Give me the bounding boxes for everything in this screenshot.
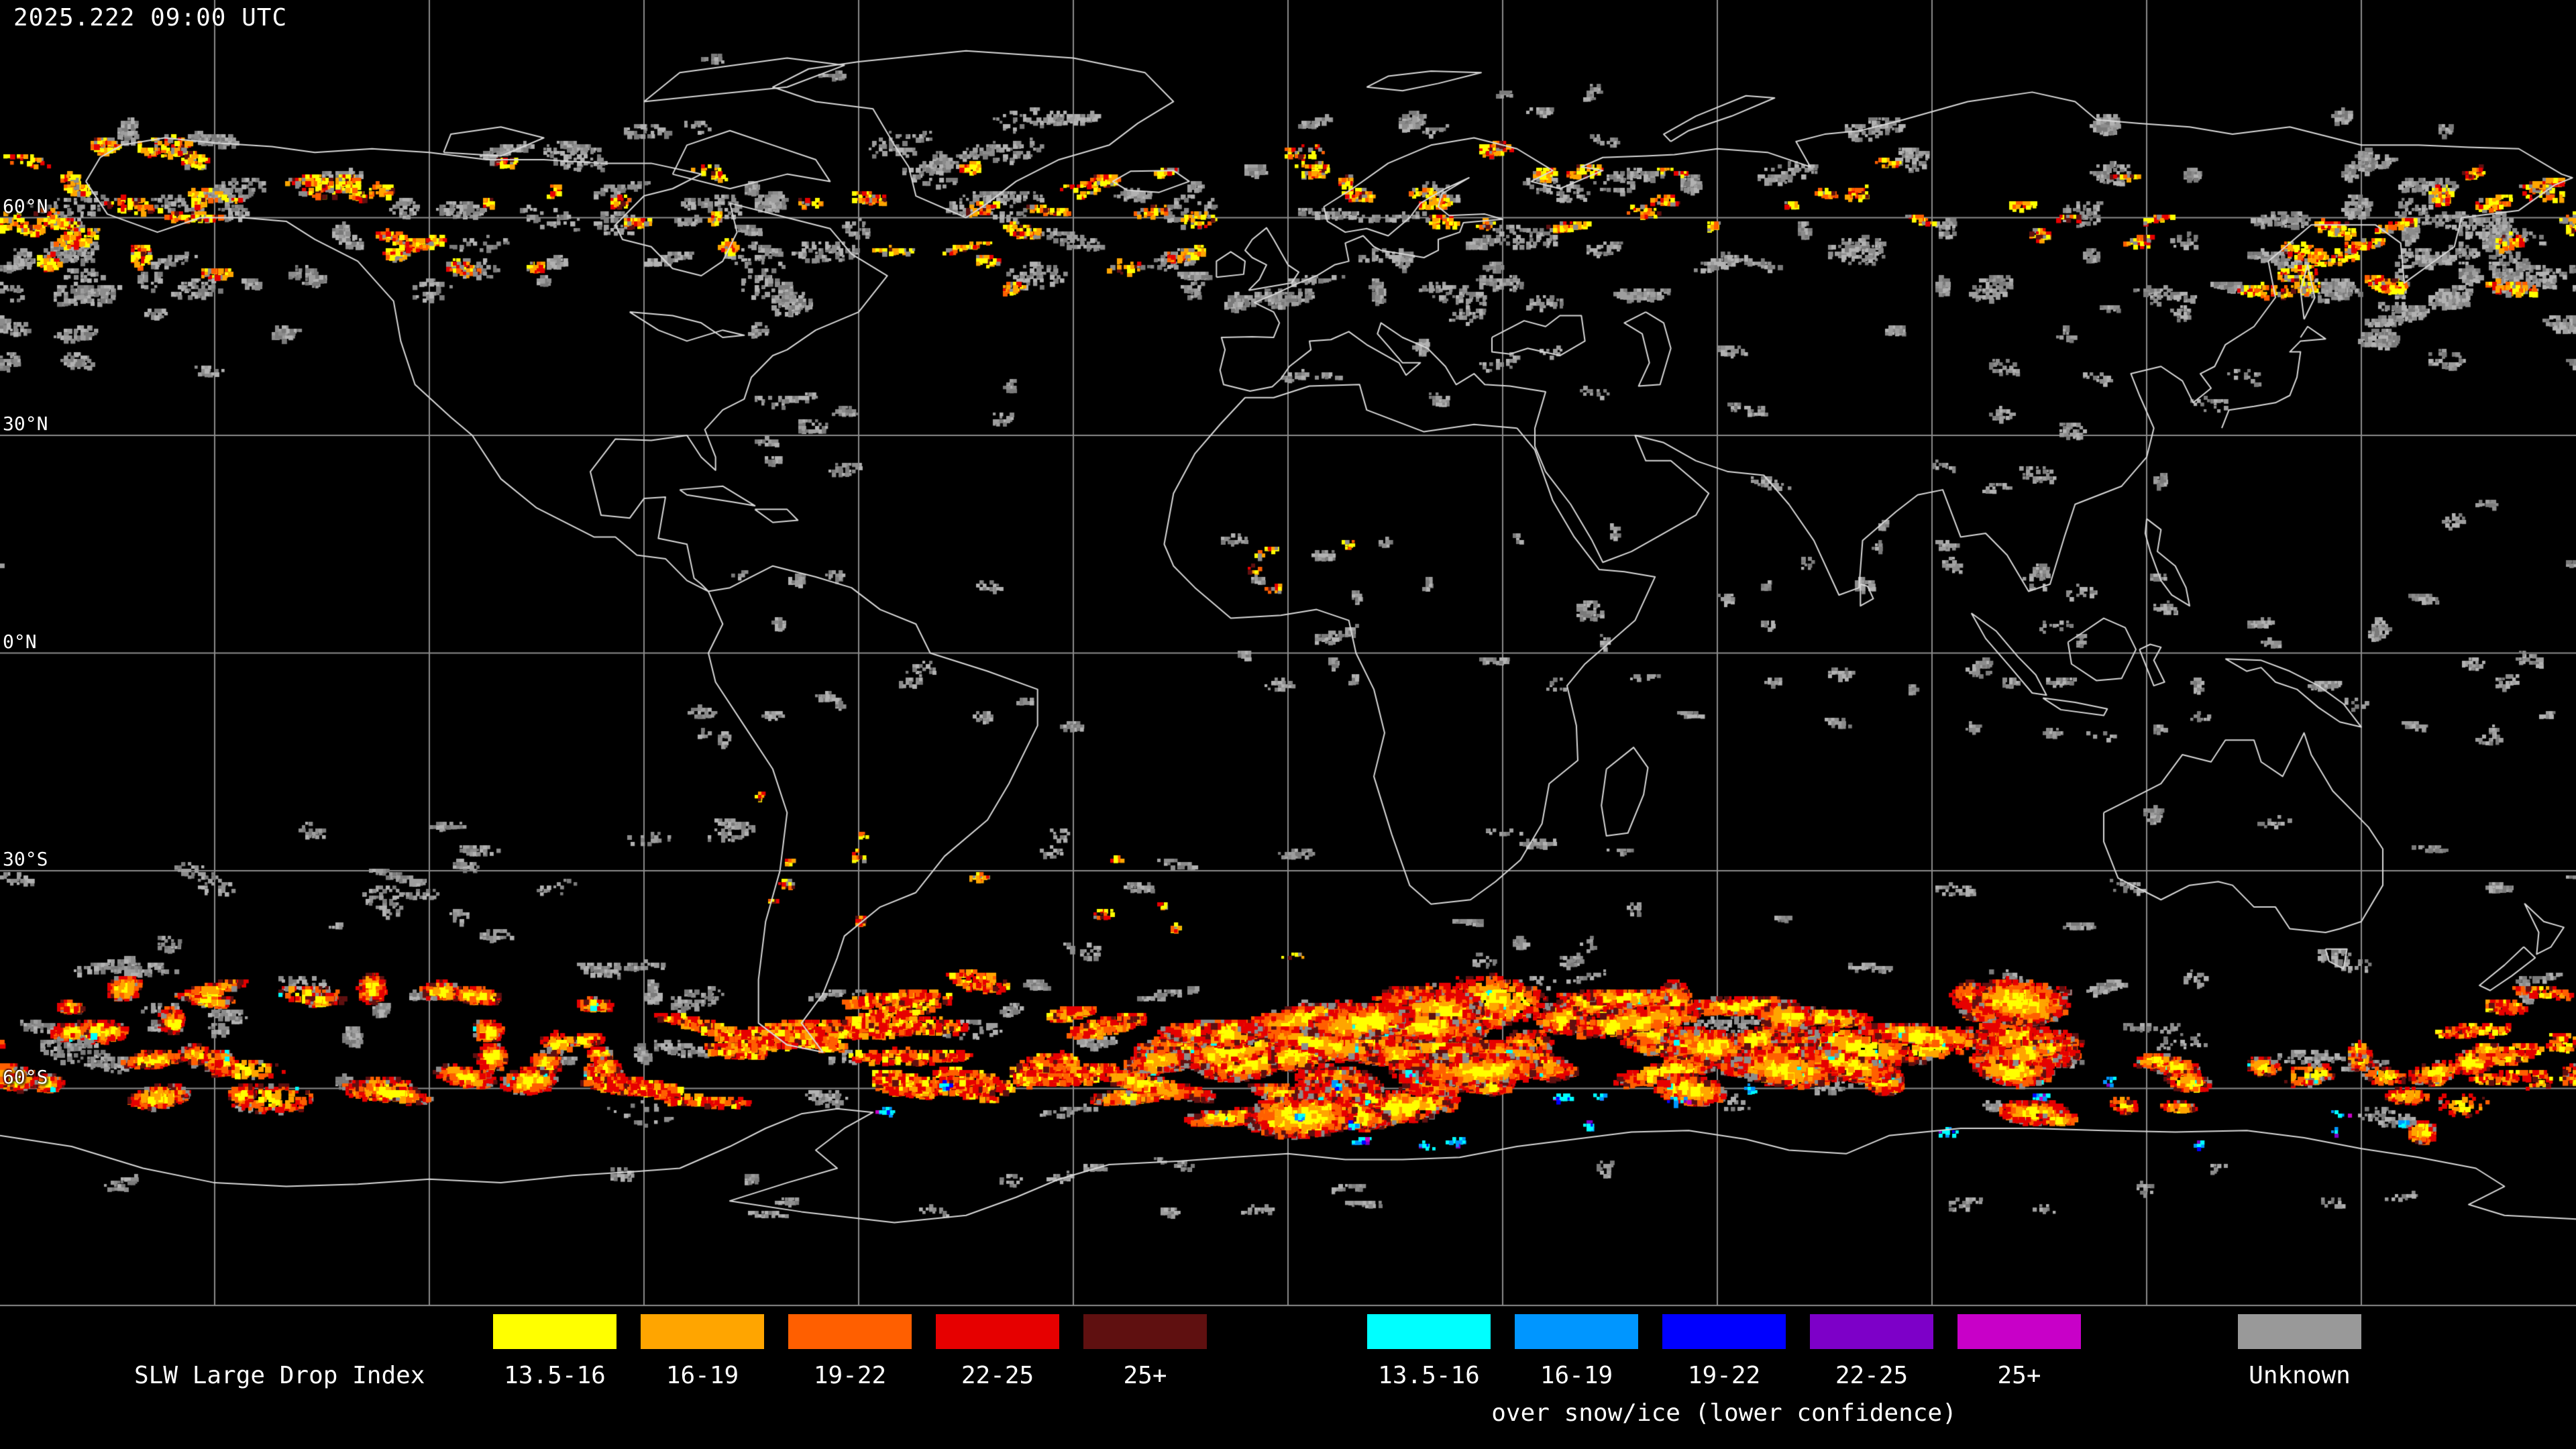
lat-label: 0°N <box>3 630 37 653</box>
lat-label: 30°N <box>3 413 48 435</box>
lat-label: 60°N <box>3 195 48 217</box>
lat-label: 30°S <box>3 848 48 870</box>
lat-label: 60°S <box>3 1065 48 1088</box>
timestamp: 2025.222 09:00 UTC <box>13 4 288 32</box>
